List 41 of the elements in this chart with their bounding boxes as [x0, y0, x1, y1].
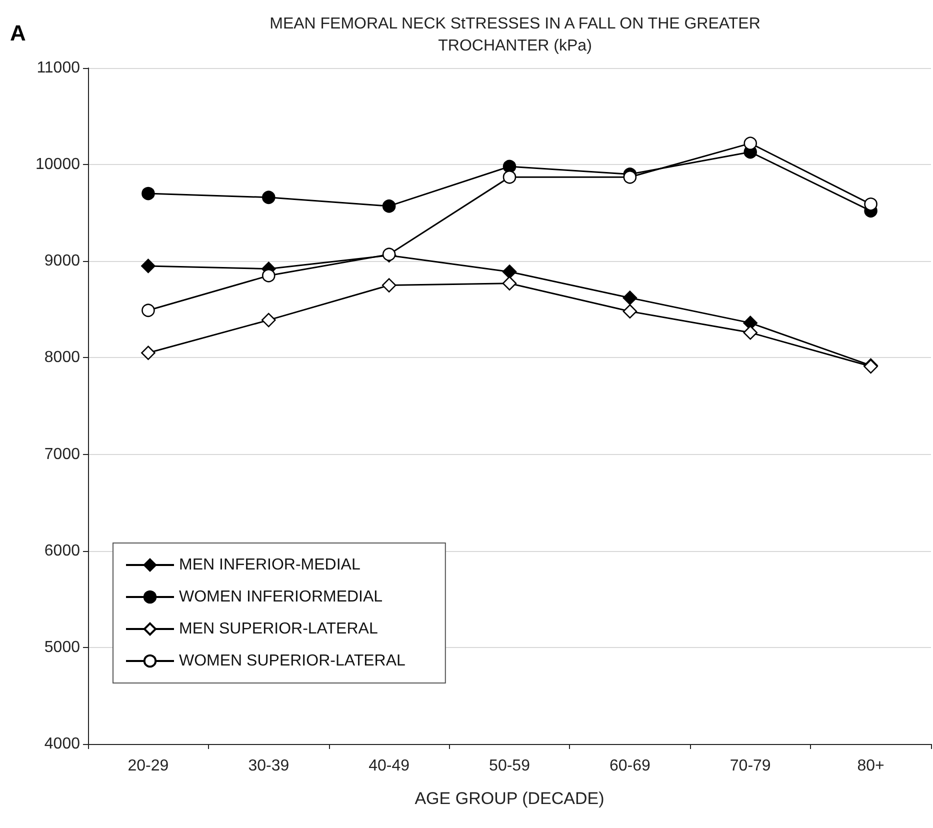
legend-label: WOMEN SUPERIOR-LATERAL: [179, 652, 406, 670]
point: [502, 160, 516, 174]
text: A: [10, 20, 26, 46]
point: [142, 304, 155, 318]
point: [502, 276, 517, 291]
y-tick-label: 10000: [36, 156, 80, 174]
point: [382, 199, 396, 213]
y-tick-label: 6000: [44, 542, 80, 560]
point: [262, 190, 276, 204]
point: [141, 258, 156, 274]
y-tick-label: 5000: [44, 638, 80, 656]
y-tick-label: 8000: [44, 349, 80, 366]
y-tick-label: 9000: [44, 252, 80, 270]
point: [142, 186, 155, 200]
point: [622, 304, 638, 319]
x-tick-label: 40-49: [368, 758, 410, 774]
x-tick-label: 30-39: [248, 758, 290, 774]
x-tick-label: 50-59: [489, 758, 530, 774]
x-tick-label: 70-79: [730, 758, 771, 774]
point: [744, 136, 758, 150]
point: [623, 170, 637, 184]
legend-label: MEN SUPERIOR-LATERAL: [179, 620, 378, 638]
x-axis-title: AGE GROUP (DECADE): [414, 789, 604, 808]
legend-label: WOMEN INFERIORMEDIAL: [179, 588, 383, 606]
y-tick-label: 7000: [44, 446, 80, 463]
point: [864, 198, 878, 211]
x-tick-label: 80+: [857, 758, 884, 774]
legend-label: MEN INFERIOR-MEDIAL: [179, 556, 360, 574]
y-tick-label: 11000: [36, 60, 80, 76]
point: [262, 268, 276, 282]
point: [382, 278, 396, 292]
point: [743, 325, 758, 340]
point: [502, 170, 516, 184]
point: [141, 346, 156, 360]
y-tick-label: 4000: [44, 736, 80, 752]
x-tick-label: 60-69: [609, 758, 650, 774]
point: [502, 264, 517, 279]
chart-title: MEAN FEMORAL NECK StTRESSES IN A FALL ON THE GREATER TROCHANTER (kPa): [270, 16, 760, 54]
point: [261, 312, 276, 328]
x-tick-label: 20-29: [128, 758, 169, 774]
point: [622, 290, 638, 305]
